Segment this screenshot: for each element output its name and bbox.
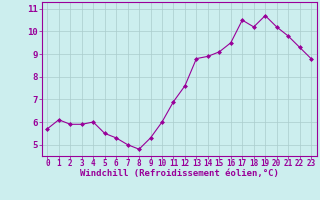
X-axis label: Windchill (Refroidissement éolien,°C): Windchill (Refroidissement éolien,°C) bbox=[80, 169, 279, 178]
